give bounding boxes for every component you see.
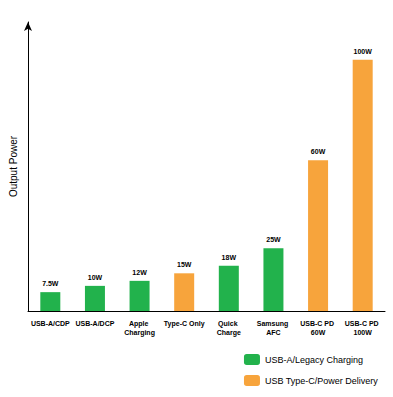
svg-text:60W: 60W [311, 148, 326, 155]
svg-text:Apple: Apple [129, 320, 150, 328]
svg-text:10W: 10W [88, 274, 103, 281]
svg-text:7.5W: 7.5W [42, 280, 59, 287]
svg-text:Type-C Only: Type-C Only [164, 320, 205, 328]
svg-text:25W: 25W [266, 236, 281, 243]
svg-text:Samsung: Samsung [257, 320, 290, 328]
svg-text:USB-C PD: USB-C PD [300, 320, 336, 327]
svg-text:Charging: Charging [124, 329, 155, 337]
svg-text:100W: 100W [354, 329, 373, 336]
svg-text:USB-A/Legacy Charging: USB-A/Legacy Charging [265, 355, 363, 365]
svg-text:18W: 18W [222, 254, 237, 261]
svg-text:12W: 12W [132, 269, 147, 276]
svg-text:Charge: Charge [217, 329, 241, 337]
svg-text:USB-C PD: USB-C PD [345, 320, 381, 327]
svg-text:Quick: Quick [218, 320, 239, 328]
svg-text:USB-A/CDP: USB-A/CDP [31, 320, 70, 327]
svg-text:60W: 60W [311, 329, 326, 336]
svg-text:15W: 15W [177, 261, 192, 268]
svg-text:USB Type-C/Power Delivery: USB Type-C/Power Delivery [265, 376, 378, 386]
svg-text:AFC: AFC [266, 329, 280, 336]
svg-text:USB-A/DCP: USB-A/DCP [75, 320, 114, 327]
svg-text:100W: 100W [354, 48, 373, 55]
svg-text:Output Power: Output Power [8, 135, 19, 197]
